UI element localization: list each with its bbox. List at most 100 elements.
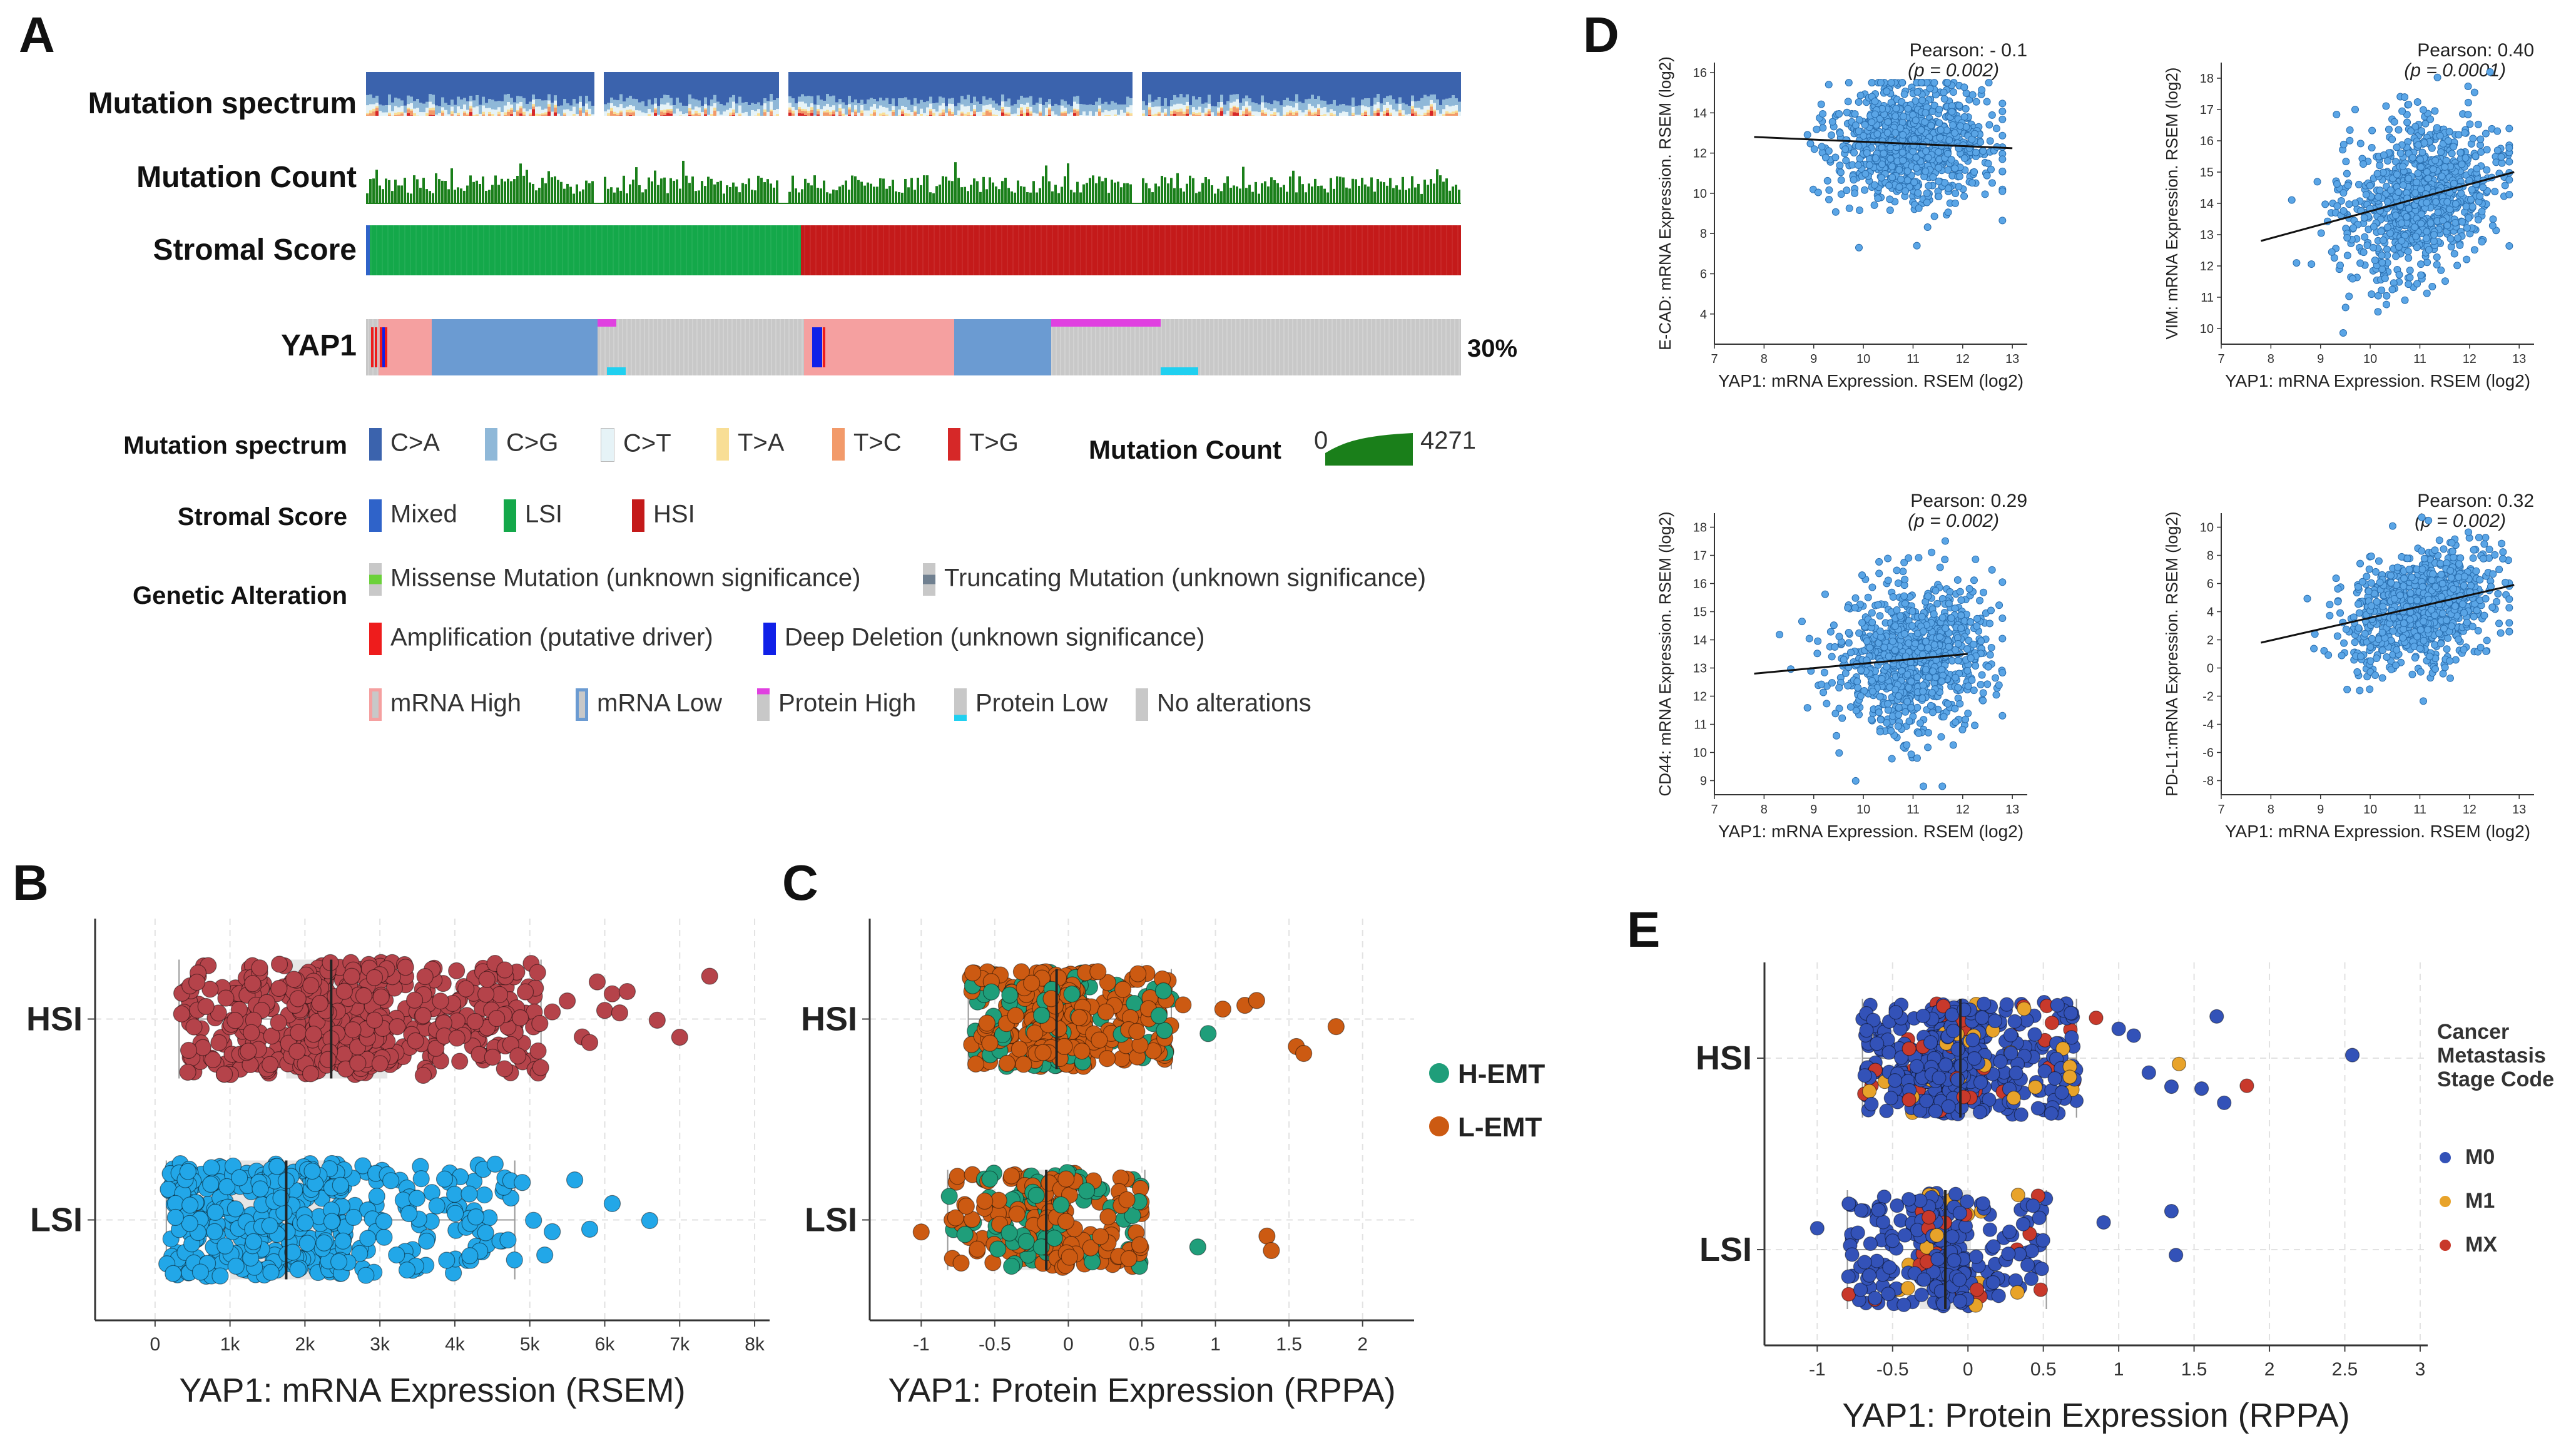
x-tick-label: 7 — [1711, 352, 1718, 366]
mutation-spectrum-bar — [857, 72, 860, 104]
data-point — [1089, 963, 1107, 981]
mutation-spectrum-bar — [407, 108, 410, 110]
mutation-spectrum-bar — [372, 104, 375, 109]
mutation-spectrum-bar — [851, 102, 854, 113]
mutation-spectrum-bar — [713, 108, 716, 111]
mutation-spectrum-bar — [688, 111, 691, 115]
mutation-spectrum-bar — [1001, 94, 1004, 102]
mutation-spectrum-bar — [760, 72, 763, 106]
mutation-count-bar — [1032, 181, 1035, 203]
mutation-spectrum-bar — [1248, 98, 1251, 106]
mutation-spectrum-bar — [882, 72, 885, 101]
mutation-count-bar — [923, 175, 925, 203]
mutation-spectrum-bar — [1386, 113, 1389, 116]
data-point — [351, 1245, 369, 1262]
mutation-spectrum-bar — [920, 99, 923, 109]
data-point — [240, 1043, 257, 1060]
x-tick-label: 5k — [520, 1334, 541, 1355]
mutation-spectrum-bar — [698, 100, 701, 108]
data-point — [457, 980, 475, 997]
mutation-spectrum-bar — [735, 103, 738, 113]
mutation-spectrum-bar — [1161, 106, 1164, 113]
mutation-count-bar — [1417, 183, 1420, 203]
mutation-spectrum-bar — [488, 99, 491, 108]
data-point — [1842, 156, 1850, 165]
mutation-count-bar — [1267, 186, 1270, 203]
mutation-spectrum-bar — [851, 112, 854, 116]
mutation-spectrum-bar — [1377, 102, 1380, 109]
mutation-spectrum-bar — [419, 112, 422, 116]
mutation-spectrum-bar — [873, 72, 876, 99]
mutation-spectrum-bar — [741, 72, 745, 103]
mutation-spectrum-bar — [388, 113, 391, 115]
mutation-spectrum-bar — [1086, 72, 1089, 105]
mutation-count-bar — [1208, 179, 1210, 203]
mutation-spectrum-bar — [835, 102, 838, 112]
y-tick-label: 10 — [2200, 322, 2214, 336]
data-point — [1825, 195, 1833, 203]
mutation-spectrum-bar — [463, 113, 466, 116]
mutation-spectrum-bar — [585, 96, 588, 104]
mutation-count-bar — [1095, 183, 1097, 203]
mutation-spectrum-bar — [1423, 72, 1427, 95]
mutation-spectrum-bar — [1264, 112, 1267, 114]
mutation-spectrum-bar — [723, 105, 726, 112]
mutation-spectrum-bar — [1364, 110, 1367, 113]
mutation-spectrum-bar — [1198, 72, 1201, 98]
data-point — [1884, 118, 1892, 126]
data-point — [952, 1254, 970, 1272]
mutation-spectrum-bar — [410, 103, 413, 110]
mutation-spectrum-bar — [1195, 115, 1198, 116]
mutation-spectrum-bar — [476, 106, 479, 115]
mutation-spectrum-bar — [851, 72, 854, 103]
mutation-spectrum-bar — [629, 96, 632, 106]
y-tick-label: 6 — [1700, 268, 1707, 282]
mutation-spectrum-bar — [804, 96, 807, 104]
mutation-spectrum-bar — [497, 101, 501, 108]
mutation-spectrum-bar — [1079, 72, 1082, 105]
mutation-count-bar — [1189, 175, 1191, 203]
mutation-spectrum-bar — [960, 72, 964, 96]
x-tick-label: 4k — [445, 1334, 466, 1355]
mutation-count-bar — [1333, 188, 1335, 203]
mutation-spectrum-bar — [860, 72, 863, 100]
data-point — [414, 1066, 432, 1084]
data-point — [1945, 136, 1953, 144]
legend-marker-l-emt — [1429, 1116, 1449, 1136]
mutation-spectrum-bar — [854, 115, 857, 116]
mutation-spectrum-bar — [451, 106, 454, 111]
mutation-spectrum-bar — [1295, 103, 1298, 111]
mutation-spectrum-bar — [860, 99, 863, 106]
mutation-count-bar — [1455, 185, 1457, 203]
mutation-spectrum-bar — [1195, 113, 1198, 115]
x-tick-label: 1k — [220, 1334, 241, 1355]
data-point — [1985, 121, 1993, 129]
mutation-spectrum-bar — [695, 113, 698, 116]
mutation-spectrum-bar — [554, 105, 557, 108]
mutation-spectrum-bar — [1427, 72, 1430, 97]
mutation-spectrum-bar — [826, 94, 829, 104]
mutation-count-bar — [1280, 187, 1282, 203]
mutation-count-bar — [438, 179, 440, 203]
data-point — [981, 1170, 999, 1188]
mutation-spectrum-bar — [951, 72, 954, 98]
yap1-amplification-mark — [385, 327, 387, 367]
mutation-count-bar — [547, 171, 550, 203]
data-point — [1831, 208, 1840, 216]
data-point — [448, 962, 466, 979]
mutation-spectrum-bar — [1336, 105, 1339, 116]
mutation-spectrum-bar — [1239, 103, 1242, 111]
mutation-spectrum-bar — [1142, 110, 1145, 114]
mutation-count-bar — [1308, 183, 1310, 203]
mutation-spectrum-bar — [585, 110, 588, 113]
mutation-spectrum-bar — [441, 113, 444, 116]
mutation-spectrum-bar — [485, 108, 488, 116]
mutation-spectrum-bar — [729, 108, 732, 113]
mutation-count-bar — [657, 185, 659, 203]
mutation-count-bar — [1073, 192, 1076, 203]
mutation-spectrum-bar — [466, 72, 469, 102]
mutation-spectrum-bar — [1430, 99, 1433, 105]
data-point — [1981, 190, 1989, 198]
mutation-spectrum-bar — [604, 72, 607, 105]
mutation-spectrum-bar — [541, 113, 544, 115]
